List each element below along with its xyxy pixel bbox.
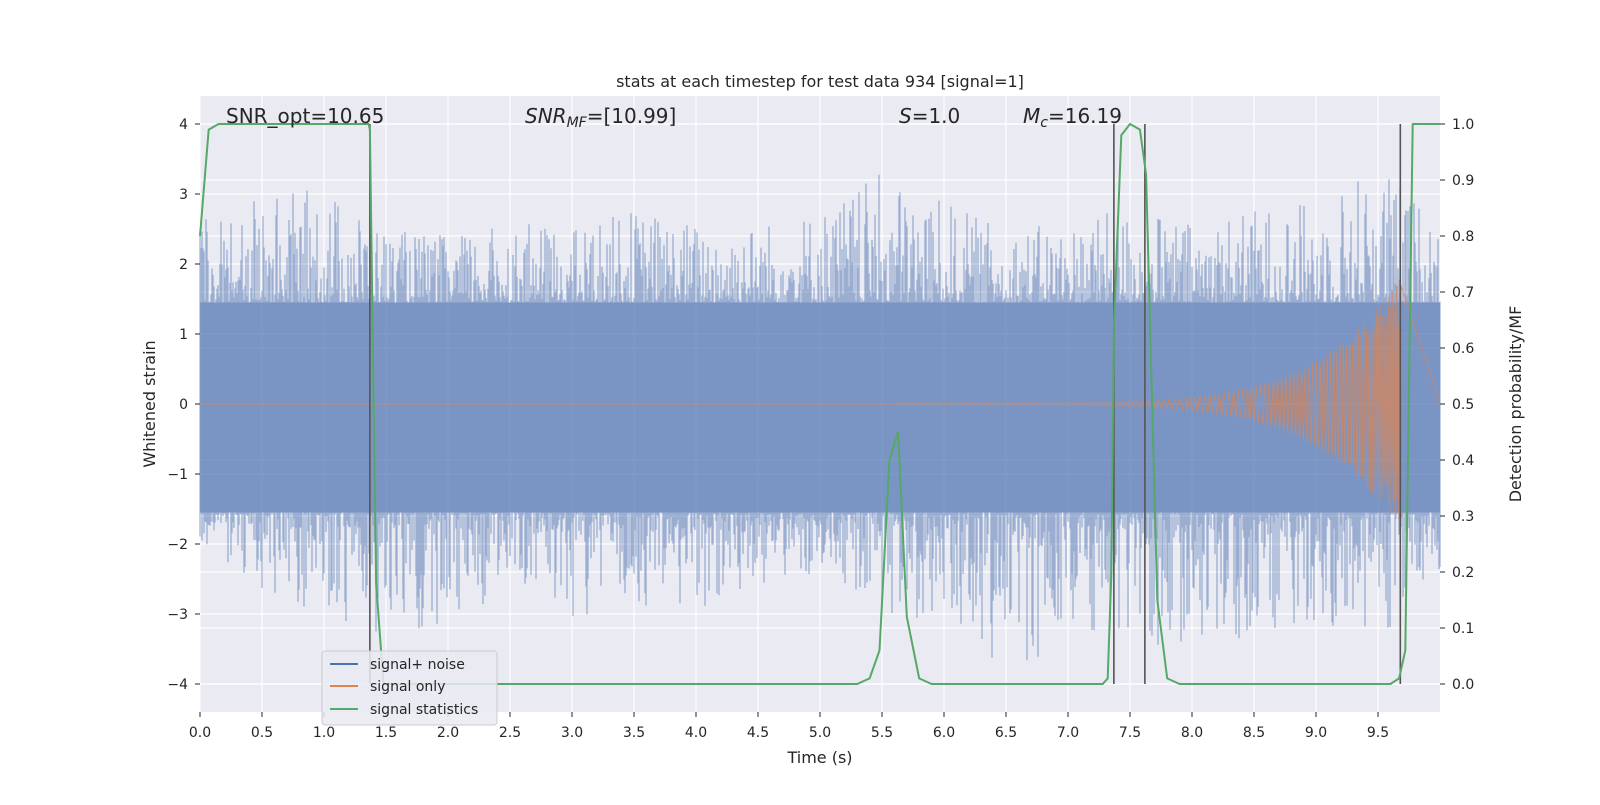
y2-tick-label: 0.4 (1452, 453, 1474, 469)
signal-statistics-line (199, 123, 1440, 685)
y2-tick-label: 0.0 (1452, 677, 1474, 693)
x-tick-label: 9.0 (1305, 725, 1327, 741)
y2-tick-label: 0.2 (1452, 565, 1474, 581)
y-left-axis-label: Whitened strain (140, 340, 159, 467)
x-tick-label: 3.5 (623, 725, 645, 741)
y-tick-label: −2 (167, 537, 188, 553)
y-tick-label: 3 (179, 187, 188, 203)
y-tick-label: 1 (179, 327, 188, 343)
x-tick-label: 3.0 (561, 725, 583, 741)
x-tick-label: 8.5 (1243, 725, 1265, 741)
y2-tick-label: 0.3 (1452, 509, 1474, 525)
y-left-tick-labels: 4 3 2 1 0 −1 −2 −3 −4 (167, 117, 200, 693)
x-tick-label: 4.0 (685, 725, 707, 741)
y-tick-label: −4 (167, 677, 188, 693)
x-tick-label: 1.5 (375, 725, 397, 741)
x-tick-label: 7.0 (1057, 725, 1079, 741)
y2-tick-label: 0.5 (1452, 397, 1474, 413)
annotation-s: S=1.0 (899, 104, 960, 128)
y-right-axis-label: Detection probability/MF (1506, 306, 1525, 503)
legend: signal+ noise signal only signal statist… (321, 650, 498, 726)
legend-box (321, 650, 498, 726)
legend-label-signal-only: signal only (370, 679, 445, 695)
x-tick-label: 1.0 (313, 725, 335, 741)
y2-tick-label: 0.7 (1452, 285, 1474, 301)
x-tick-label: 6.0 (933, 725, 955, 741)
x-tick-label: 7.5 (1119, 725, 1141, 741)
x-tick-labels: 0.0 0.5 1.0 1.5 2.0 2.5 3.0 3.5 4.0 4.5 5.0 5.5 6.0 6… (189, 712, 1389, 741)
signal-noise-series (199, 174, 1441, 661)
y2-tick-label: 0.6 (1452, 341, 1474, 357)
y-tick-label: −1 (167, 467, 188, 483)
y2-tick-label: 0.1 (1452, 621, 1474, 637)
y-tick-label: 0 (179, 397, 188, 413)
signal-only-line (200, 279, 1441, 526)
legend-label-noise: signal+ noise (370, 657, 465, 673)
x-tick-label: 5.0 (809, 725, 831, 741)
legend-label-statistics: signal statistics (370, 702, 478, 718)
y-tick-label: 4 (179, 117, 188, 133)
y-right-tick-labels: 1.0 0.9 0.8 0.7 0.6 0.5 0.4 0.3 0.2 0.1 0.0 (1440, 117, 1474, 693)
noise-core-band (200, 302, 1440, 513)
annotation-snr-mf: SNRMF=[10.99] (525, 104, 676, 131)
annotation-mc: Mc=16.19 (1023, 104, 1122, 131)
signal-statistics-series (199, 123, 1440, 685)
y-tick-label: 2 (179, 257, 188, 273)
x-tick-label: 9.5 (1367, 725, 1389, 741)
x-tick-label: 2.5 (499, 725, 521, 741)
y-tick-label: −3 (167, 607, 188, 623)
signal-only-series (200, 279, 1441, 526)
x-tick-label: 8.0 (1181, 725, 1203, 741)
y2-tick-label: 0.9 (1452, 173, 1474, 189)
y2-tick-label: 0.8 (1452, 229, 1474, 245)
x-tick-label: 6.5 (995, 725, 1017, 741)
y2-tick-label: 1.0 (1452, 117, 1474, 133)
x-tick-label: 0.0 (189, 725, 211, 741)
chart-title: stats at each timestep for test data 934… (616, 72, 1024, 91)
x-tick-label: 4.5 (747, 725, 769, 741)
x-tick-label: 5.5 (871, 725, 893, 741)
x-tick-label: 0.5 (251, 725, 273, 741)
annotation-snr-opt: SNR_opt=10.65 (226, 104, 384, 128)
x-tick-label: 2.0 (437, 725, 459, 741)
x-axis-label: Time (s) (786, 748, 852, 767)
